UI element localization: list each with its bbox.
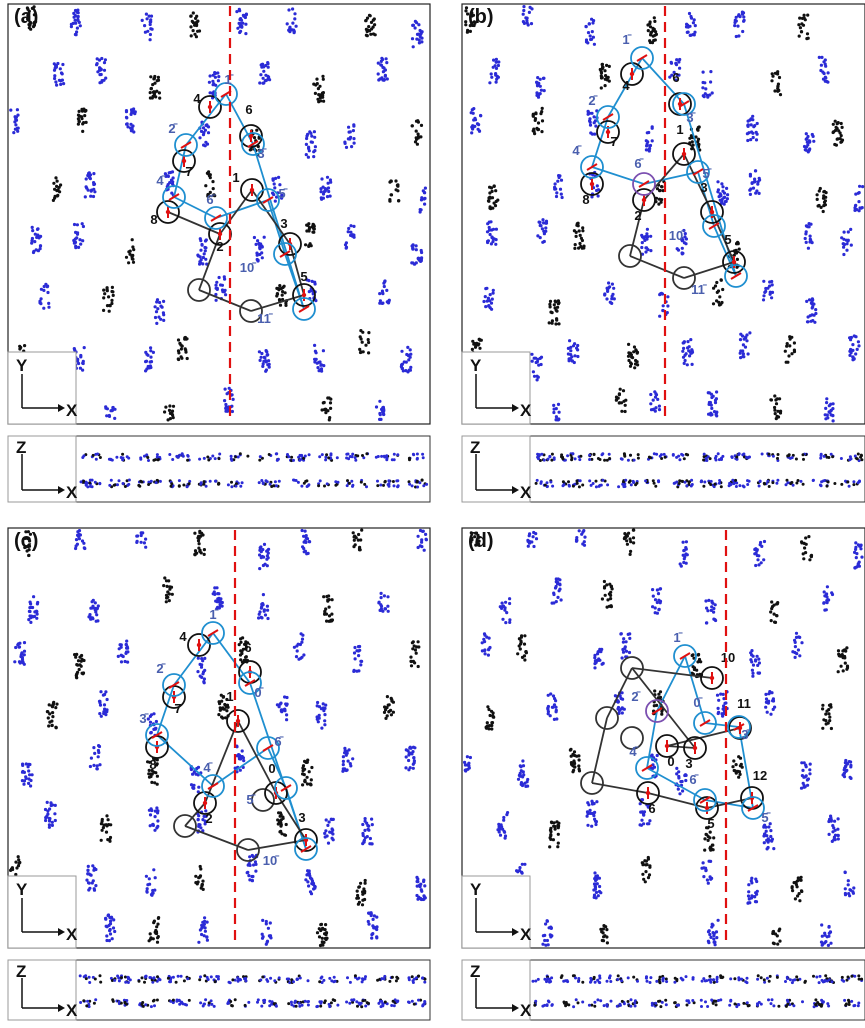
zx-x-axis-label: X <box>66 483 78 502</box>
black-site-label: 8 <box>150 212 157 227</box>
z-strip-3: ZX <box>462 960 865 1020</box>
black-site-label: 3 <box>298 810 305 825</box>
black-site-label: 10 <box>721 650 735 665</box>
y-axis-label: Y <box>16 880 28 899</box>
xy-axis-inset-1: YX <box>462 352 532 424</box>
black-site-label: 7 <box>610 134 617 149</box>
vector-origin <box>182 159 186 163</box>
vector-origin <box>203 801 207 805</box>
panel-d-label: (d) <box>468 530 494 553</box>
panel-a-label: (a) <box>14 6 38 29</box>
blue-site-label: 10̄ <box>263 853 279 868</box>
black-site-label: 1 <box>232 170 239 185</box>
vector-origin <box>630 72 634 76</box>
blue-site-label: 11̄ <box>257 311 273 326</box>
vector-origin <box>646 791 650 795</box>
black-site-label: 0 <box>268 761 275 776</box>
black-site-label: 2 <box>216 239 223 254</box>
panel-b-label: (b) <box>468 6 494 29</box>
black-site-label: 7 <box>185 164 192 179</box>
blue-site-label: 10̄ <box>669 228 685 243</box>
y-axis-label: Y <box>16 356 28 375</box>
black-site-label: 4 <box>193 91 201 106</box>
vector-origin <box>665 744 669 748</box>
zx-x-axis-label: X <box>520 483 532 502</box>
black-site-label: 5 <box>724 232 731 247</box>
black-site-label: 6 <box>245 102 252 117</box>
z-axis-label: Z <box>16 438 26 457</box>
x-axis-label: X <box>66 925 78 944</box>
vector-origin <box>236 719 240 723</box>
x-axis-label: X <box>520 925 532 944</box>
vector-origin <box>732 260 736 264</box>
vector-origin <box>682 152 686 156</box>
black-site-label: 12 <box>753 768 767 783</box>
y-axis-label: Y <box>470 880 482 899</box>
black-site-label: 3 <box>280 216 287 231</box>
vector-origin <box>197 643 201 647</box>
black-site-label: 1 <box>226 689 233 704</box>
z-axis-label: Z <box>470 438 480 457</box>
black-site-label: 4 <box>179 629 187 644</box>
xy-axis-inset-2: YX <box>8 876 78 948</box>
blue-site-label: 10̄ <box>240 260 256 275</box>
black-site-label: 5 <box>707 816 714 831</box>
panel-c-label: (c) <box>14 530 38 553</box>
vector-origin <box>590 182 594 186</box>
vector-origin <box>218 232 222 236</box>
zx-x-axis-label: X <box>66 1001 78 1020</box>
vector-origin <box>710 676 714 680</box>
z-axis-label: Z <box>470 962 480 981</box>
black-site-label: 3 <box>685 756 692 771</box>
vector-origin <box>710 210 714 214</box>
z-strip-2: ZX <box>8 960 430 1020</box>
vector-origin <box>166 210 170 214</box>
xy-axis-inset-3: YX <box>462 876 532 948</box>
vector-origin <box>642 198 646 202</box>
vector-origin <box>693 746 697 750</box>
z-axis-label: Z <box>16 962 26 981</box>
black-site-label: 6 <box>672 70 679 85</box>
y-axis-label: Y <box>470 356 482 375</box>
black-site-label: 8 <box>149 757 156 772</box>
black-site-label: 6 <box>244 640 251 655</box>
black-site-label: 4 <box>622 78 630 93</box>
black-site-label: 11 <box>737 696 751 711</box>
zx-x-axis-label: X <box>520 1001 532 1020</box>
black-site-label: 6 <box>648 801 655 816</box>
black-site-label: 8 <box>582 192 589 207</box>
black-site-label: 2 <box>205 811 212 826</box>
vector-origin <box>208 105 212 109</box>
x-axis-label: X <box>520 401 532 420</box>
black-site-label: 5 <box>300 269 307 284</box>
black-site-label: 2 <box>634 208 641 223</box>
vector-origin <box>250 188 254 192</box>
z-strip-0: ZX <box>8 436 430 502</box>
z-strip-1: ZX <box>462 436 865 502</box>
black-site-label: 7 <box>174 701 181 716</box>
vector-origin <box>302 293 306 297</box>
black-site-label: 0 <box>667 754 674 769</box>
xy-axis-inset-0: YX <box>8 352 78 424</box>
black-site-label: 1 <box>676 122 683 137</box>
blue-site-label: 11̄ <box>691 282 707 297</box>
x-axis-label: X <box>66 401 78 420</box>
